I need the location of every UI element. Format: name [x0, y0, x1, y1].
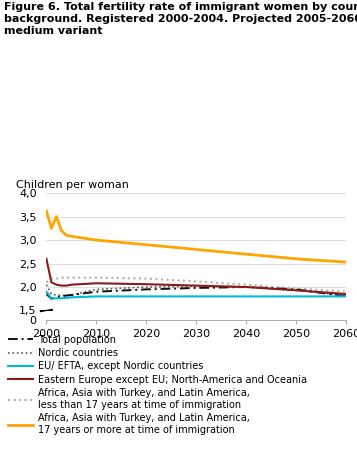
Legend: Total population, Nordic countries, EU/ EFTA, except Nordic countries, Eastern E: Total population, Nordic countries, EU/ … [9, 334, 307, 435]
Text: Figure 6. Total fertility rate of immigrant women by country
background. Registe: Figure 6. Total fertility rate of immigr… [4, 2, 357, 35]
Text: Children per woman: Children per woman [16, 179, 129, 190]
